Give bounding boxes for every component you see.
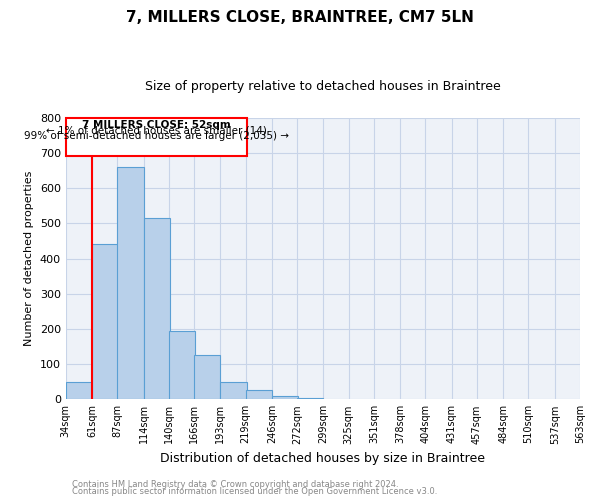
Text: 7 MILLERS CLOSE: 52sqm: 7 MILLERS CLOSE: 52sqm	[82, 120, 230, 130]
Bar	[143, 218, 170, 400]
Y-axis label: Number of detached properties: Number of detached properties	[24, 171, 34, 346]
X-axis label: Distribution of detached houses by size in Braintree: Distribution of detached houses by size …	[160, 452, 485, 465]
Bar	[117, 168, 143, 400]
Bar	[297, 398, 323, 400]
Bar	[194, 354, 220, 400]
Bar	[169, 332, 195, 400]
Text: 7, MILLERS CLOSE, BRAINTREE, CM7 5LN: 7, MILLERS CLOSE, BRAINTREE, CM7 5LN	[126, 10, 474, 25]
Text: ← 1% of detached houses are smaller (14): ← 1% of detached houses are smaller (14)	[46, 126, 266, 136]
Bar	[66, 382, 92, 400]
Bar	[220, 382, 247, 400]
Bar	[92, 244, 118, 400]
Bar	[245, 390, 272, 400]
Text: Contains public sector information licensed under the Open Government Licence v3: Contains public sector information licen…	[72, 488, 437, 496]
Bar	[272, 396, 298, 400]
FancyBboxPatch shape	[66, 118, 247, 156]
Text: Contains HM Land Registry data © Crown copyright and database right 2024.: Contains HM Land Registry data © Crown c…	[72, 480, 398, 489]
Text: 99% of semi-detached houses are larger (2,035) →: 99% of semi-detached houses are larger (…	[23, 131, 289, 141]
Title: Size of property relative to detached houses in Braintree: Size of property relative to detached ho…	[145, 80, 501, 93]
